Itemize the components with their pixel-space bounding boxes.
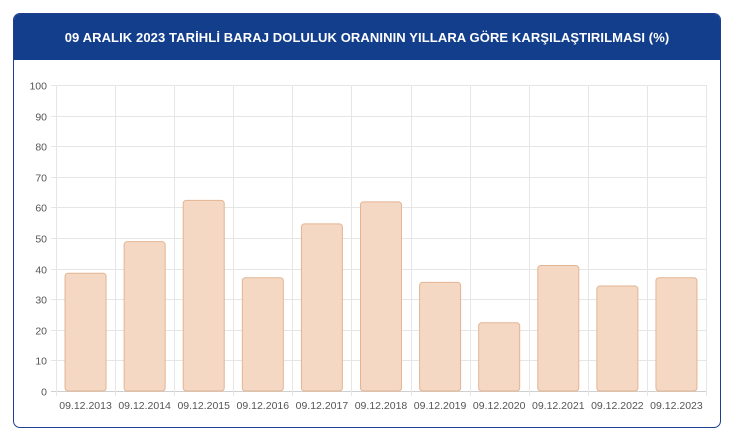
bar xyxy=(537,265,580,392)
x-tick-label: 09.12.2021 xyxy=(532,400,585,412)
y-tick-label: 0 xyxy=(41,387,47,399)
y-tick-label: 20 xyxy=(35,326,47,338)
bar xyxy=(360,201,402,392)
x-tick-label: 09.12.2015 xyxy=(177,400,230,412)
x-tick-label: 09.12.2016 xyxy=(237,400,290,412)
x-tick-label: 09.12.2013 xyxy=(59,400,112,412)
x-tick-label: 09.12.2023 xyxy=(650,400,703,412)
y-tick-label: 90 xyxy=(35,112,47,124)
x-tick-label: 09.12.2019 xyxy=(414,400,467,412)
chart-title: 09 ARALIK 2023 TARİHLİ BARAJ DOLULUK ORA… xyxy=(64,29,670,45)
bar-chart: 0 10 20 30 40 50 60 70 80 90 100 09.12.2013 09.12.20… xyxy=(29,81,707,412)
bar xyxy=(478,322,521,392)
y-tick-label: 80 xyxy=(35,142,47,154)
x-tick-label: 09.12.2014 xyxy=(118,400,171,412)
y-tick-label: 40 xyxy=(35,265,47,277)
bar xyxy=(123,241,166,392)
bar xyxy=(300,223,343,392)
x-tick-label: 09.12.2017 xyxy=(296,400,349,412)
y-tick-label: 60 xyxy=(35,203,47,215)
x-tick-label: 09.12.2020 xyxy=(473,400,526,412)
y-tick-label: 50 xyxy=(35,234,47,246)
bar xyxy=(655,277,698,392)
y-tick-label: 100 xyxy=(29,81,47,93)
y-tick-label: 30 xyxy=(35,295,47,307)
chart-card: 09 ARALIK 2023 TARİHLİ BARAJ DOLULUK ORA… xyxy=(13,13,721,428)
bar xyxy=(241,277,284,392)
y-tick-label: 10 xyxy=(35,356,47,368)
bar xyxy=(596,285,639,392)
chart-header: 09 ARALIK 2023 TARİHLİ BARAJ DOLULUK ORA… xyxy=(14,14,720,60)
y-tick-label: 70 xyxy=(35,173,47,185)
x-tick-label: 09.12.2018 xyxy=(355,400,408,412)
bar xyxy=(64,272,107,392)
bar xyxy=(419,281,462,392)
x-tick-label: 09.12.2022 xyxy=(591,400,644,412)
bar xyxy=(182,199,225,392)
